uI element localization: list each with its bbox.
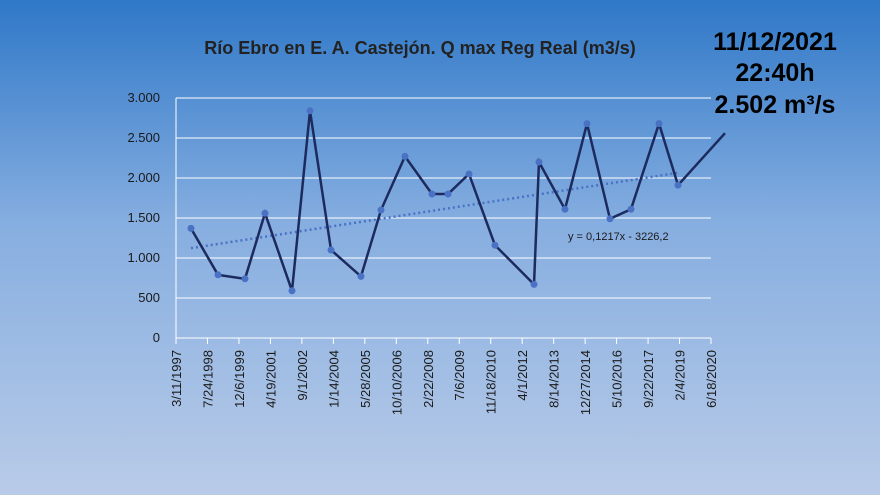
trendline xyxy=(190,171,679,250)
x-tick-label: 4/19/2001 xyxy=(263,350,278,408)
y-tick-label: 3.000 xyxy=(127,90,160,105)
x-tick-label: 3/11/1997 xyxy=(169,350,184,407)
data-point xyxy=(428,190,436,198)
annotation: 11/12/2021 xyxy=(713,28,837,56)
x-tick-label: 7/24/1998 xyxy=(200,350,215,408)
x-tick-label: 4/1/2012 xyxy=(515,350,530,401)
x-tick-label: 2/4/2019 xyxy=(673,350,688,401)
x-tick-label: 11/18/2010 xyxy=(484,350,499,414)
x-tick-label: 9/1/2002 xyxy=(295,350,310,401)
trendline-label: y = 0,1217x - 3226,2 xyxy=(568,231,669,243)
data-point xyxy=(261,209,269,217)
data-point xyxy=(674,181,682,189)
annotation: 2.502 m³/s xyxy=(715,91,836,119)
data-point xyxy=(530,280,538,288)
y-tick-label: 500 xyxy=(138,290,160,305)
x-tick-label: 6/18/2020 xyxy=(704,350,719,408)
x-tick-label: 5/28/2005 xyxy=(358,350,373,408)
y-tick-label: 1.000 xyxy=(127,250,160,265)
data-point xyxy=(627,205,635,213)
x-tick-label: 8/14/2013 xyxy=(547,350,562,408)
x-tick-label: 2/22/2008 xyxy=(421,350,436,408)
data-point xyxy=(241,275,249,283)
y-tick-label: 2.000 xyxy=(127,170,160,185)
data-point xyxy=(401,152,409,160)
x-tick-label: 7/6/2009 xyxy=(452,350,467,401)
data-point xyxy=(465,170,473,178)
x-tick-label: 5/10/2016 xyxy=(610,350,625,408)
y-tick-label: 2.500 xyxy=(127,130,160,145)
data-point xyxy=(187,224,195,232)
data-point xyxy=(535,158,543,166)
data-point xyxy=(606,215,614,223)
data-point xyxy=(288,287,296,295)
x-tick-label: 12/6/1999 xyxy=(232,350,247,408)
x-tick-label: 9/22/2017 xyxy=(641,350,656,408)
x-tick-label: 1/14/2004 xyxy=(326,350,341,408)
data-point xyxy=(583,120,591,128)
chart-title: Río Ebro en E. A. Castejón. Q max Reg Re… xyxy=(204,38,635,58)
y-tick-label: 1.500 xyxy=(127,210,160,225)
data-point xyxy=(377,206,385,214)
data-point xyxy=(214,271,222,279)
data-point xyxy=(327,246,335,254)
data-point xyxy=(561,205,569,213)
x-tick-label: 10/10/2006 xyxy=(389,350,404,415)
data-point xyxy=(655,120,663,128)
data-point xyxy=(444,190,452,198)
x-tick-label: 12/27/2014 xyxy=(578,350,593,415)
data-point xyxy=(357,272,365,280)
data-point xyxy=(491,241,499,249)
annotation: 22:40h xyxy=(735,59,814,87)
y-tick-label: 0 xyxy=(153,330,160,345)
data-point xyxy=(306,107,314,115)
